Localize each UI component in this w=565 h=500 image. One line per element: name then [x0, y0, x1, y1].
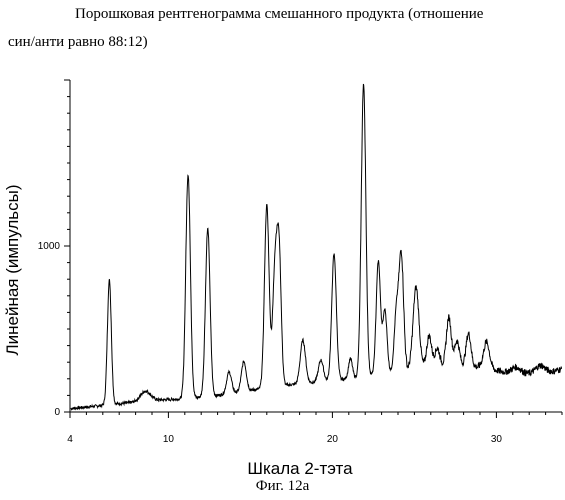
x-axis-label: Шкала 2-тэта — [247, 459, 353, 478]
x-tick-label: 30 — [491, 434, 503, 445]
x-tick-label: 4 — [67, 434, 73, 445]
x-tick-label: 10 — [163, 434, 175, 445]
series-group — [71, 84, 562, 410]
figure-caption: Фиг. 12а — [0, 478, 565, 495]
axes — [70, 80, 562, 412]
ticks: 4 10 20 30 0 1000 — [38, 80, 562, 445]
diffraction-trace — [71, 84, 562, 410]
y-axis-label: Линейная (импульсы) — [3, 184, 22, 355]
y-tick-label: 0 — [54, 407, 60, 418]
x-tick-label: 20 — [327, 434, 339, 445]
y-tick-label: 1000 — [38, 241, 61, 252]
